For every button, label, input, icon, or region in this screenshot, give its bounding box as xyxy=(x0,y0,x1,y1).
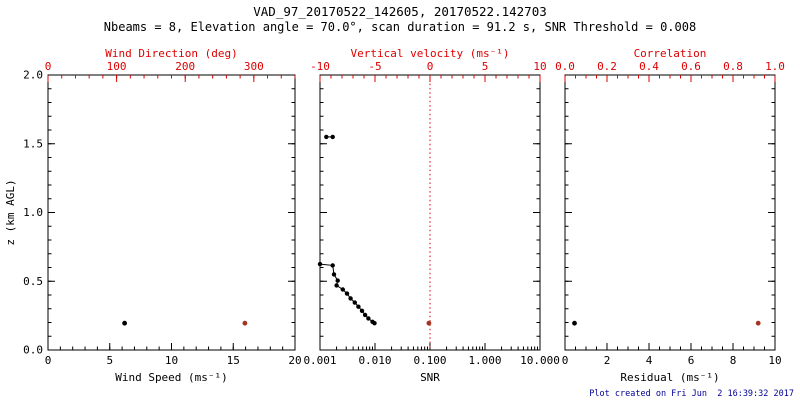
tick-label: 20 xyxy=(288,354,301,367)
series-residual xyxy=(572,320,577,326)
axis-label-bottom-snr: SNR xyxy=(420,371,440,384)
tick-label: -5 xyxy=(368,60,381,73)
tick-label: 5 xyxy=(482,60,489,73)
tick-label: 2 xyxy=(604,354,611,367)
panel-snr: 0.001 0.010 0.100 1.000 10.000 SNR -10 -5 0 5 10 Ve… xyxy=(303,47,559,384)
axis-label-top-wind: Wind Direction (deg) xyxy=(105,47,237,60)
tick-label: -10 xyxy=(310,60,330,73)
tick-label: 10.000 xyxy=(520,354,560,367)
tick-label: 0 xyxy=(45,354,52,367)
tick-label: 1.000 xyxy=(468,354,501,367)
tick-label: 100 xyxy=(107,60,127,73)
tick-label: 0.010 xyxy=(358,354,391,367)
tick-label: 10 xyxy=(165,354,178,367)
axis-label-top-residual: Correlation xyxy=(634,47,707,60)
axis-label-bottom-residual: Residual (ms⁻¹) xyxy=(620,371,719,384)
series-correlation xyxy=(755,320,761,326)
tick-label: 0.5 xyxy=(23,275,43,288)
tick-label: 1.0 xyxy=(765,60,785,73)
panel-wind: 0 5 10 15 20 Wind Speed (ms⁻¹) 0 100 200 300 Wind … xyxy=(4,47,302,384)
tick-label: 5 xyxy=(106,354,113,367)
tick-label: 0 xyxy=(562,354,569,367)
series-wind-speed xyxy=(122,320,127,326)
tick-label: 4 xyxy=(646,354,653,367)
tick-label: 0.0 xyxy=(555,60,575,73)
plot-created-timestamp: Plot created on Fri Jun 2 16:39:32 2017 xyxy=(589,389,794,399)
tick-label: 10 xyxy=(768,354,781,367)
axis-label-bottom-wind: Wind Speed (ms⁻¹) xyxy=(115,371,228,384)
tick-label: 200 xyxy=(175,60,195,73)
tick-label: 0.4 xyxy=(639,60,659,73)
tick-label: 0.100 xyxy=(413,354,446,367)
tick-label: 15 xyxy=(227,354,240,367)
tick-label: 2.0 xyxy=(23,69,43,82)
tick-label: 1.0 xyxy=(23,206,43,219)
tick-label: 0 xyxy=(427,60,434,73)
tick-label: 10 xyxy=(533,60,546,73)
tick-label: 0.0 xyxy=(23,344,43,357)
tick-label: 6 xyxy=(688,354,695,367)
axis-label-y: z (km AGL) xyxy=(4,179,17,245)
series-snr-elevated-point xyxy=(324,134,335,140)
tick-label: 0.8 xyxy=(723,60,743,73)
tick-label: 0 xyxy=(45,60,52,73)
panel-residual: 0 2 4 6 8 10 Residual (ms⁻¹) 0.0 0.2 0.4 0.6 0.8 1.0… xyxy=(555,47,785,384)
tick-label: 0.001 xyxy=(303,354,336,367)
axis-label-top-snr: Vertical velocity (ms⁻¹) xyxy=(351,47,510,60)
series-wind-direction xyxy=(242,320,248,326)
plot-subtitle: Nbeams = 8, Elevation angle = 70.0°, sca… xyxy=(104,20,696,34)
plot-title: VAD_97_20170522_142605, 20170522.142703 xyxy=(253,4,547,19)
tick-label: 8 xyxy=(730,354,737,367)
tick-label: 1.5 xyxy=(23,137,43,150)
tick-label: 300 xyxy=(244,60,264,73)
series-snr-profile xyxy=(317,261,377,326)
tick-label: 0.6 xyxy=(681,60,701,73)
series-vertical-velocity xyxy=(426,320,432,326)
tick-label: 0.2 xyxy=(597,60,617,73)
